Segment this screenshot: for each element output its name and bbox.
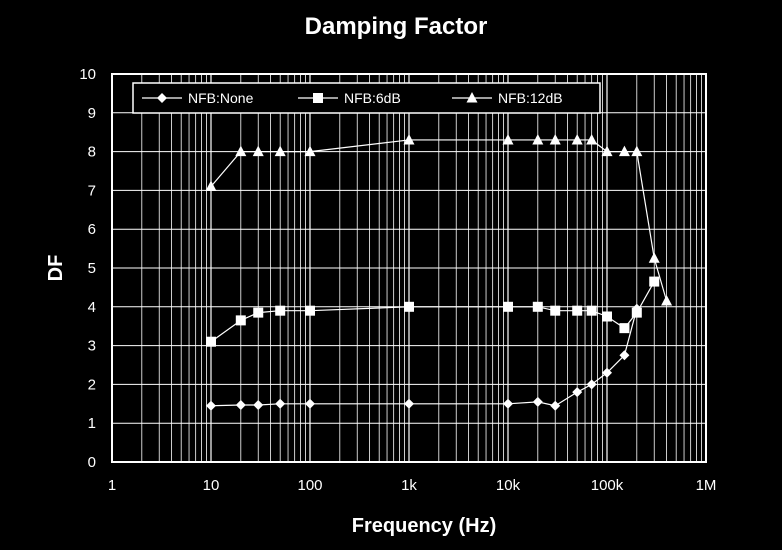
chart-title: Damping Factor (305, 13, 488, 40)
diamond-point (602, 367, 612, 378)
y-tick-label: 0 (88, 454, 96, 471)
legend-label: NFB:12dB (498, 90, 563, 106)
square-point (206, 336, 216, 347)
y-tick-label: 4 (88, 299, 96, 316)
square-point (619, 323, 630, 334)
triangle-point (235, 145, 247, 157)
plot-frame (111, 73, 707, 463)
triangle-point (304, 145, 316, 157)
triangle-point (586, 133, 598, 145)
legend-square-icon (313, 93, 323, 103)
square-point (275, 305, 286, 316)
y-tick-label: 1 (88, 415, 96, 432)
x-tick-label: 1k (401, 477, 417, 494)
legend-box (132, 82, 601, 114)
x-tick-label: 100 (297, 477, 322, 494)
data-series (205, 133, 673, 411)
triangle-point (618, 145, 630, 157)
square-point (649, 276, 660, 287)
legend-label: NFB:6dB (344, 90, 401, 106)
diamond-point (532, 396, 543, 407)
square-point (404, 301, 414, 312)
square-point (550, 305, 561, 316)
triangle-point (571, 133, 583, 145)
diamond-point (253, 399, 264, 410)
diamond-point (404, 398, 414, 409)
y-tick-label: 7 (88, 182, 96, 199)
x-tick-label: 10k (496, 477, 521, 494)
legend-label: NFB:None (188, 90, 254, 106)
diamond-point (275, 398, 286, 409)
triangle-point (205, 180, 217, 192)
square-point (602, 311, 612, 322)
diamond-point (206, 400, 216, 411)
diamond-point (572, 387, 583, 398)
y-tick-label: 6 (88, 221, 96, 238)
y-tick-label: 8 (88, 144, 96, 161)
triangle-point (252, 145, 264, 157)
square-point (253, 307, 264, 318)
x-tick-label: 1 (108, 477, 116, 494)
legend: NFB:None NFB:6dB NFB:12dB (132, 82, 601, 114)
y-tick-label: 2 (88, 376, 96, 393)
series-square (206, 276, 660, 347)
legend-triangle-icon (466, 92, 478, 103)
y-axis-label: DF (45, 255, 67, 282)
x-tick-label: 1M (696, 477, 717, 494)
diamond-point (586, 379, 597, 390)
square-point (235, 315, 246, 326)
y-tick-label: 5 (88, 260, 96, 277)
square-point (503, 301, 513, 312)
square-point (532, 301, 543, 312)
diamond-point (503, 398, 513, 409)
square-point (572, 305, 583, 316)
triangle-point (631, 145, 643, 157)
x-tick-label: 100k (591, 477, 624, 494)
y-tick-label: 9 (88, 105, 96, 122)
square-point (305, 305, 315, 316)
y-tick-label: 10 (79, 66, 96, 83)
series-line (210, 139, 668, 302)
series-diamond (206, 303, 642, 411)
y-tick-label: 3 (88, 338, 96, 355)
triangle-point (274, 145, 286, 157)
diamond-point (550, 400, 561, 411)
triangle-point (549, 133, 561, 145)
series-triangle (205, 133, 673, 306)
diamond-point (305, 398, 315, 409)
square-point (586, 305, 597, 316)
diamond-point (619, 350, 630, 361)
triangle-point (502, 133, 514, 145)
x-axis-label: Frequency (Hz) (352, 515, 496, 537)
triangle-point (648, 252, 660, 263)
square-point (631, 307, 642, 318)
triangle-point (661, 294, 673, 306)
legend-diamond-icon (157, 93, 167, 103)
diamond-point (235, 399, 246, 410)
triangle-point (403, 133, 415, 145)
x-tick-label: 10 (203, 477, 220, 494)
triangle-point (532, 133, 544, 145)
triangle-point (601, 145, 613, 157)
